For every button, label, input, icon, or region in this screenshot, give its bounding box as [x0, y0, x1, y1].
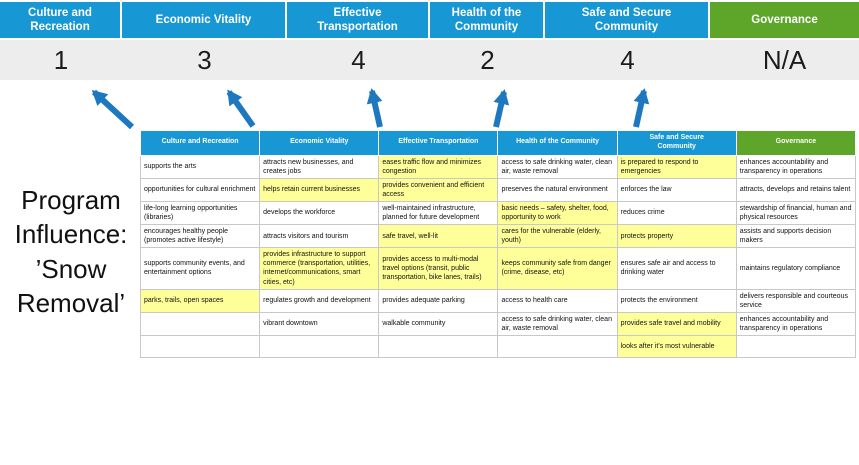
up-arrow: [493, 89, 510, 128]
matrix-cell: [378, 335, 499, 358]
table-row: opportunities for cultural enrichment hel…: [139, 177, 857, 202]
table-row: supports community events, and entertain…: [139, 247, 857, 290]
matrix-cell: delivers responsible and courteous servi…: [735, 288, 857, 313]
matrix-cell: parks, trails, open spaces: [139, 288, 261, 313]
matrix-cell: [735, 335, 857, 358]
matrix-cell: provides safe travel and mobility: [616, 311, 737, 337]
summary-column-header: Governance: [710, 2, 859, 38]
matrix-cell: looks after it's most vulnerable: [616, 335, 737, 358]
matrix-cell: enhances accountability and transparency…: [735, 311, 857, 337]
matrix-cell: supports the arts: [139, 154, 261, 179]
table-row: encourages healthy people (promotes acti…: [139, 224, 857, 249]
matrix-cell: access to health care: [497, 288, 618, 313]
matrix-cell: attracts new businesses, and creates job…: [259, 154, 380, 179]
matrix-cell: regulates growth and development: [259, 288, 380, 313]
matrix-cell: is prepared to respond to emergencies: [616, 154, 737, 179]
table-row: supports the arts attracts new businesses…: [139, 154, 857, 179]
table-row: life-long learning opportunities (librar…: [139, 200, 857, 226]
matrix-cell: reduces crime: [616, 200, 737, 226]
summary-column-header: Effective Transportation: [287, 2, 430, 38]
score-value: 3: [197, 44, 212, 75]
matrix-cell: life-long learning opportunities (librar…: [139, 200, 261, 226]
summary-column-header: Economic Vitality: [122, 2, 287, 38]
score-value: 4: [620, 44, 635, 75]
score-row: 1 3 4 2 4 N/A: [0, 40, 859, 80]
matrix-cell: encourages healthy people (promotes acti…: [139, 224, 261, 249]
matrix-cell: maintains regulatory compliance: [735, 247, 857, 290]
matrix-cell: safe travel, well-lit: [378, 224, 499, 249]
matrix-cell: [139, 311, 261, 337]
matrix-cell: helps retain current businesses: [259, 177, 380, 202]
matrix-cell: vibrant downtown: [259, 311, 380, 337]
matrix-cell: basic needs – safety, shelter, food, opp…: [497, 200, 618, 226]
matrix-cell: provides infrastructure to support comme…: [259, 247, 380, 290]
matrix-cell: assists and supports decision makers: [735, 224, 857, 249]
matrix-cell: enforces the law: [616, 177, 737, 202]
matrix-header-cell: Culture and Recreation: [139, 130, 261, 156]
matrix-cell: provides adequate parking: [378, 288, 499, 313]
up-arrow: [91, 89, 135, 130]
table-row: parks, trails, open spaces regulates grow…: [139, 288, 857, 313]
matrix-header-cell: Governance: [735, 130, 857, 156]
matrix-cell: preserves the natural environment: [497, 177, 618, 202]
matrix-header-cell: Economic Vitality: [259, 130, 380, 156]
matrix-cell: attracts visitors and tourism: [259, 224, 380, 249]
matrix-cell: well-maintained infrastructure, planned …: [378, 200, 499, 226]
score-value: 2: [480, 44, 495, 75]
matrix-header-cell: Effective Transportation: [378, 130, 499, 156]
matrix-cell: keeps community safe from danger (crime,…: [497, 247, 618, 290]
up-arrow: [226, 89, 256, 128]
matrix-cell: stewardship of financial, human and phys…: [735, 200, 857, 226]
summary-column-header: Culture and Recreation: [0, 2, 122, 38]
score-value: 4: [351, 44, 366, 75]
matrix-cell: protects property: [616, 224, 737, 249]
influence-matrix: Culture and Recreation Economic Vitality E…: [139, 130, 857, 358]
matrix-cell: [259, 335, 380, 358]
matrix-cell: access to safe drinking water, clean air…: [497, 154, 618, 179]
up-arrow: [366, 88, 383, 128]
summary-column-header: Safe and Secure Community: [545, 2, 710, 38]
matrix-cell: [139, 335, 261, 358]
matrix-cell: supports community events, and entertain…: [139, 247, 261, 290]
up-arrow: [633, 88, 650, 128]
matrix-cell: provides access to multi-modal travel op…: [378, 247, 499, 290]
score-value: N/A: [762, 44, 807, 75]
matrix-cell: develops the workforce: [259, 200, 380, 226]
matrix-cell: access to safe drinking water, clean air…: [497, 311, 618, 337]
matrix-cell: attracts, develops and retains talent: [735, 177, 857, 202]
matrix-header-cell: Safe and Secure Community: [616, 130, 737, 156]
table-row: vibrant downtown walkable community access…: [139, 311, 857, 337]
table-row: looks after it's most vulnerable: [139, 335, 857, 358]
matrix-cell: ensures safe air and access to drinking …: [616, 247, 737, 290]
score-value: 1: [53, 44, 69, 75]
matrix-header-cell: Health of the Community: [497, 130, 618, 156]
matrix-cell: protects the environment: [616, 288, 737, 313]
matrix-cell: walkable community: [378, 311, 499, 337]
matrix-cell: [497, 335, 618, 358]
summary-header: Culture and Recreation Economic Vitality E…: [0, 2, 859, 38]
summary-column-header: Health of the Community: [430, 2, 545, 38]
matrix-cell: cares for the vulnerable (elderly, youth…: [497, 224, 618, 249]
matrix-cell: provides convenient and efficient access: [378, 177, 499, 202]
matrix-cell: enhances accountability and transparency…: [735, 154, 857, 179]
matrix-cell: eases traffic flow and minimizes congest…: [378, 154, 499, 179]
page-title: Program Influence: ’Snow Removal’: [14, 185, 128, 318]
matrix-cell: opportunities for cultural enrichment: [139, 177, 261, 202]
